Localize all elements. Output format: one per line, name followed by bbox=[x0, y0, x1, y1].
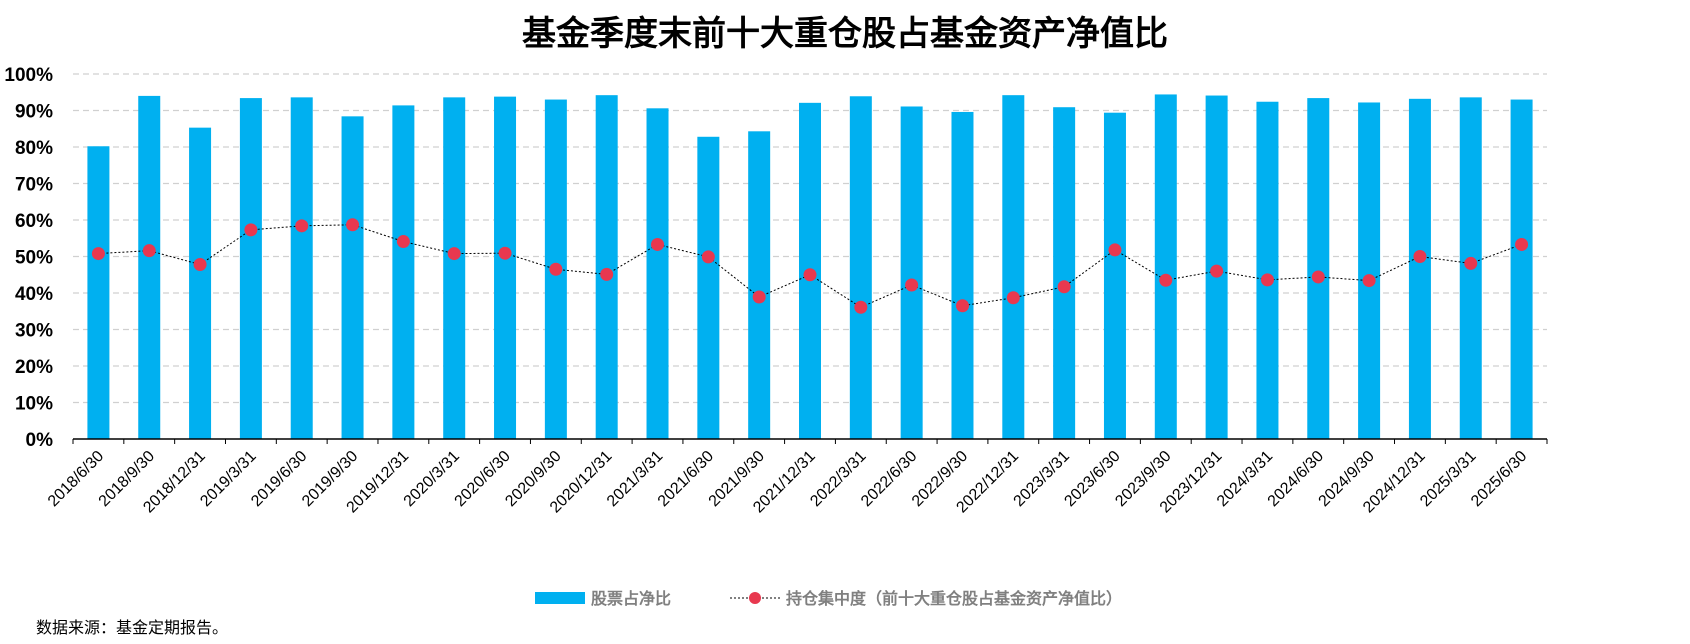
bar bbox=[951, 111, 974, 440]
concentration-point bbox=[1108, 243, 1122, 257]
y-tick-label: 20% bbox=[15, 357, 53, 378]
concentration-point bbox=[447, 247, 461, 261]
concentration-point bbox=[1057, 280, 1071, 294]
bar bbox=[341, 116, 364, 439]
y-tick-label: 0% bbox=[26, 430, 54, 451]
y-tick-label: 70% bbox=[15, 175, 53, 196]
legend-bar-label: 股票占净比 bbox=[591, 589, 671, 608]
concentration-point bbox=[1515, 237, 1529, 251]
bar bbox=[1103, 112, 1126, 439]
bar bbox=[646, 108, 669, 439]
bar bbox=[1053, 107, 1076, 439]
legend: 股票占净比 持仓集中度（前十大重仓股占基金资产净值比） bbox=[535, 589, 1122, 608]
concentration-point bbox=[854, 300, 868, 314]
bar bbox=[1154, 94, 1177, 439]
y-tick-label: 100% bbox=[4, 65, 53, 86]
bar bbox=[290, 97, 313, 440]
y-tick-label: 60% bbox=[15, 211, 53, 232]
bar bbox=[1002, 95, 1025, 440]
bar bbox=[87, 146, 110, 439]
bar-series bbox=[87, 94, 1533, 440]
bar bbox=[1256, 101, 1279, 440]
line-series bbox=[91, 218, 1529, 314]
concentration-point bbox=[295, 219, 309, 233]
bar bbox=[189, 127, 212, 439]
bar bbox=[392, 105, 415, 439]
bar bbox=[595, 95, 618, 440]
concentration-point bbox=[701, 250, 715, 264]
concentration-point bbox=[142, 244, 156, 258]
chart-title: 基金季度末前十大重仓股占基金资产净值比 bbox=[522, 14, 1168, 54]
bar bbox=[697, 136, 720, 439]
bar bbox=[849, 96, 872, 439]
legend-bar-swatch bbox=[535, 592, 585, 604]
concentration-point bbox=[244, 223, 258, 237]
source-note: 数据来源：基金定期报告。 bbox=[36, 618, 229, 637]
concentration-point bbox=[905, 278, 919, 292]
bar bbox=[138, 95, 161, 440]
bar bbox=[900, 106, 923, 440]
y-tick-label: 10% bbox=[15, 394, 53, 415]
bar bbox=[1307, 98, 1330, 439]
legend-line-label: 持仓集中度（前十大重仓股占基金资产净值比） bbox=[786, 589, 1122, 608]
concentration-point bbox=[549, 262, 563, 276]
concentration-point bbox=[955, 299, 969, 313]
y-tick-label: 30% bbox=[15, 321, 53, 342]
concentration-point bbox=[803, 268, 817, 282]
concentration-point bbox=[1362, 274, 1376, 288]
concentration-point bbox=[1159, 273, 1173, 287]
concentration-point bbox=[498, 246, 512, 260]
y-tick-label: 80% bbox=[15, 138, 53, 159]
concentration-point bbox=[1311, 270, 1325, 284]
bar bbox=[1510, 99, 1533, 440]
concentration-point bbox=[1260, 273, 1274, 287]
x-tick-label: 2025/6/30 bbox=[1468, 448, 1530, 510]
concentration-point bbox=[651, 237, 665, 251]
bar bbox=[748, 131, 771, 439]
bar bbox=[239, 98, 262, 439]
concentration-point bbox=[1006, 291, 1020, 305]
y-tick-label: 50% bbox=[15, 248, 53, 269]
concentration-point bbox=[91, 247, 105, 261]
concentration-point bbox=[396, 235, 410, 249]
concentration-point bbox=[1464, 256, 1478, 270]
gridlines bbox=[73, 73, 1547, 404]
concentration-point bbox=[193, 258, 207, 272]
legend-line-marker bbox=[749, 592, 761, 604]
concentration-point bbox=[752, 290, 766, 304]
y-tick-label: 40% bbox=[15, 284, 53, 305]
bar bbox=[1358, 102, 1381, 439]
y-axis-ticks: 0% 10% 20% 30% 40% 50% 60% 70% 80% 90% 100% bbox=[4, 65, 53, 451]
y-tick-label: 90% bbox=[15, 102, 53, 123]
concentration-point bbox=[1413, 250, 1427, 263]
x-axis bbox=[72, 438, 1548, 444]
bar bbox=[494, 96, 517, 439]
concentration-point bbox=[346, 218, 360, 232]
bar bbox=[1408, 98, 1431, 439]
concentration-point bbox=[600, 267, 614, 281]
x-axis-ticks: 2018/6/302018/9/302018/12/312019/3/31201… bbox=[45, 448, 1531, 517]
concentration-point bbox=[1210, 264, 1224, 278]
bar bbox=[443, 97, 466, 440]
